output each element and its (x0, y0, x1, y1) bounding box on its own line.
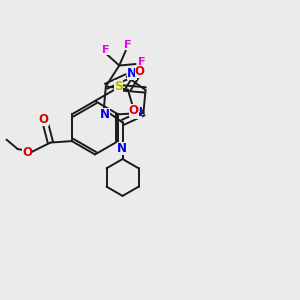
Text: O: O (135, 65, 145, 78)
Text: F: F (102, 45, 110, 55)
Text: F: F (124, 40, 132, 50)
Text: N: N (127, 67, 137, 80)
Text: O: O (22, 146, 32, 159)
Text: O: O (129, 103, 139, 117)
Text: O: O (39, 113, 49, 127)
Text: S: S (114, 80, 123, 94)
Text: N: N (117, 142, 127, 155)
Text: N: N (100, 108, 110, 121)
Text: F: F (138, 57, 146, 67)
Text: N: N (133, 106, 142, 119)
